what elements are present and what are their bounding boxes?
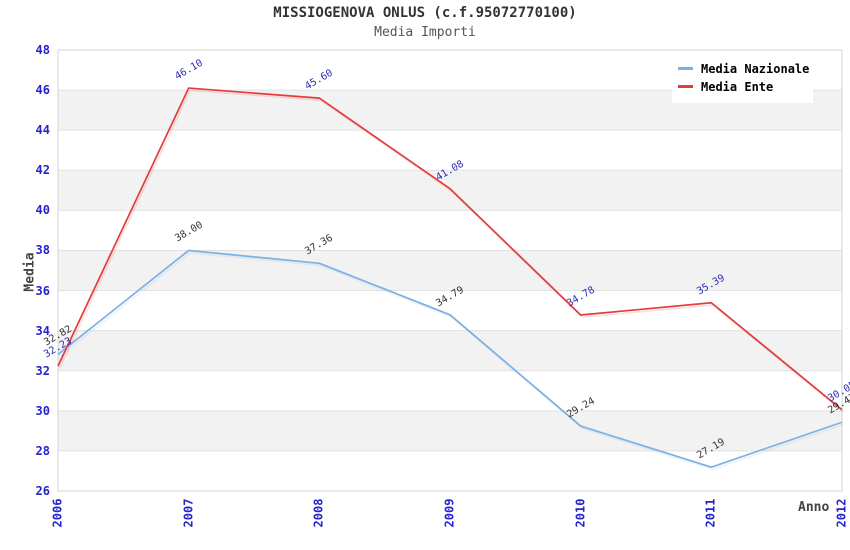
y-tick-label: 40 — [35, 203, 50, 218]
plot-band — [58, 330, 842, 371]
x-tick-label: 2011 — [703, 498, 718, 528]
plot-band — [58, 410, 842, 451]
legend-line-swatch-ente — [678, 85, 693, 88]
legend-item-media-ente[interactable]: Media Ente — [678, 78, 813, 95]
y-tick-label: 46 — [35, 83, 50, 98]
x-tick-label: 2010 — [573, 498, 588, 528]
x-tick-label: 2006 — [50, 498, 65, 528]
legend: Media Nazionale Media Ente — [672, 52, 813, 103]
chart-title: MISSIOGENOVA ONLUS (c.f.95072770100) — [273, 5, 577, 21]
y-tick-label: 48 — [35, 43, 50, 57]
chart-subtitle: Media Importi — [374, 25, 476, 40]
y-tick-label: 42 — [35, 163, 50, 178]
x-tick-label: 2008 — [311, 498, 326, 528]
series-line-media-nazionale — [57, 249, 843, 468]
y-tick-label: 38 — [35, 243, 50, 258]
legend-item-media-nazionale[interactable]: Media Nazionale — [678, 60, 813, 77]
y-tick-label: 28 — [35, 443, 50, 458]
plot-band — [58, 170, 842, 211]
y-tick-label: 32 — [35, 363, 50, 378]
x-tick-label: 2012 — [834, 498, 849, 528]
x-axis-title: Anno — [798, 500, 830, 515]
y-tick-label: 26 — [35, 484, 50, 498]
plot-band — [58, 250, 842, 291]
y-tick-label: 44 — [35, 123, 50, 138]
y-tick-label: 34 — [35, 323, 50, 338]
legend-label-ente: Media Ente — [701, 79, 774, 94]
y-tick-label: 30 — [35, 403, 50, 418]
y-tick-label: 36 — [35, 283, 50, 298]
x-tick-label: 2007 — [181, 498, 196, 528]
x-tick-label: 2009 — [442, 498, 457, 528]
plot-border — [57, 49, 843, 492]
series-line-media-ente — [57, 87, 843, 411]
legend-label-nazionale: Media Nazionale — [701, 61, 810, 76]
legend-line-swatch-nazionale — [678, 67, 693, 70]
